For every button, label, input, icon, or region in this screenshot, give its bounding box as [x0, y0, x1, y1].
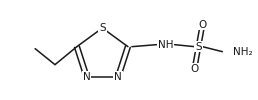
Text: O: O	[198, 20, 207, 30]
Text: S: S	[195, 42, 202, 52]
Text: N: N	[83, 72, 91, 82]
Text: NH₂: NH₂	[233, 47, 253, 57]
Text: S: S	[99, 23, 106, 33]
Text: NH: NH	[158, 40, 173, 50]
Text: O: O	[190, 64, 199, 74]
Text: N: N	[114, 72, 122, 82]
